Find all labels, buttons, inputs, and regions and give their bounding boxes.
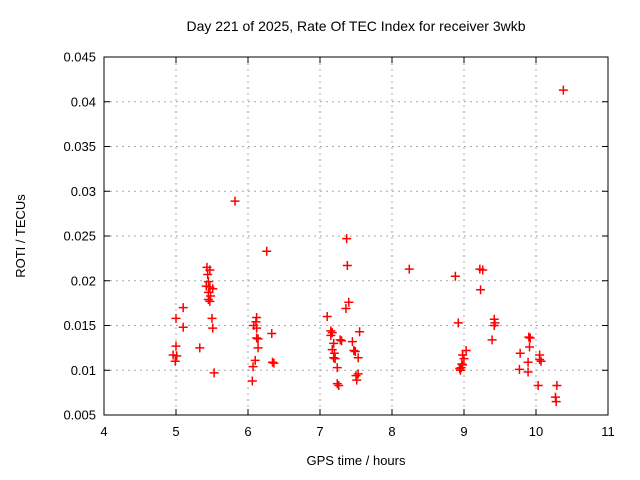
data-point-marker (230, 196, 240, 206)
data-point-marker (250, 355, 260, 365)
y-tick-label: 0.03 (71, 184, 96, 199)
data-point-marker (195, 343, 205, 353)
data-point-marker (332, 363, 342, 373)
data-point-marker (450, 271, 460, 281)
data-point-marker (458, 360, 468, 370)
data-point-marker (552, 380, 562, 390)
x-tick-label: 10 (529, 424, 543, 439)
data-point-marker (252, 323, 262, 333)
data-point-marker (355, 327, 365, 337)
data-point-marker (332, 379, 342, 389)
data-point-marker (334, 380, 344, 390)
data-point-marker (487, 335, 497, 345)
data-point-marker (209, 368, 219, 378)
data-point-marker (322, 312, 332, 322)
y-tick-label: 0.015 (63, 318, 96, 333)
data-point-marker (247, 376, 257, 386)
data-point-marker (525, 342, 535, 352)
data-point-marker (208, 284, 218, 294)
data-point-marker (329, 338, 339, 348)
x-tick-label: 7 (316, 424, 323, 439)
data-point-marker (514, 364, 524, 374)
y-tick-label: 0.005 (63, 408, 96, 423)
x-tick-label: 5 (172, 424, 179, 439)
y-tick-label: 0.035 (63, 139, 96, 154)
data-point-marker (205, 265, 215, 275)
data-point-marker (524, 332, 534, 342)
data-point-marker (344, 297, 354, 307)
y-axis-label: ROTI / TECUs (13, 194, 28, 278)
data-point-marker (253, 334, 263, 344)
data-point-marker (171, 341, 181, 351)
data-point-marker (267, 329, 277, 339)
data-point-marker (262, 246, 272, 256)
data-point-marker (253, 343, 263, 353)
plot-area: 4 5 6 7 8 9 10 11 0.005 0.01 0.015 0.02 0.025 0.03 0.0… (63, 50, 614, 440)
x-tick-label: 11 (601, 424, 615, 439)
data-point-marker (461, 346, 471, 356)
x-tick-label: 6 (244, 424, 251, 439)
data-point-marker (269, 358, 279, 368)
data-point-marker (352, 375, 362, 385)
y-tick-label: 0.01 (71, 363, 96, 378)
data-point-marker (523, 357, 533, 367)
y-tick-label: 0.04 (71, 94, 96, 109)
data-point-marker (558, 85, 568, 95)
data-point-marker (342, 261, 352, 271)
data-point-marker (248, 362, 258, 372)
data-point-marker (490, 318, 500, 328)
data-point-marker (551, 397, 561, 407)
data-point-marker (252, 333, 262, 343)
data-point-marker (171, 313, 181, 323)
data-point-marker (207, 313, 217, 323)
y-tick-label: 0.045 (63, 50, 96, 65)
data-point-marker (327, 328, 337, 338)
data-point-marker (525, 333, 535, 343)
data-point-marker (178, 303, 188, 313)
data-point-marker (342, 234, 352, 244)
data-point-marker (267, 357, 277, 367)
data-point-marker (350, 346, 360, 356)
data-point-marker (347, 337, 357, 347)
y-tick-label: 0.025 (63, 229, 96, 244)
x-tick-label: 4 (100, 424, 107, 439)
data-point-marker (208, 323, 218, 333)
data-point-marker (453, 318, 463, 328)
data-point-marker (476, 285, 486, 295)
chart-title: Day 221 of 2025, Rate Of TEC Index for r… (186, 18, 525, 34)
data-point-marker (523, 367, 533, 377)
data-point-marker (536, 356, 546, 366)
data-point-marker (353, 353, 363, 363)
data-point-marker (535, 355, 545, 365)
y-tick-label: 0.02 (71, 273, 96, 288)
data-point-marker (515, 348, 525, 358)
x-tick-label: 8 (388, 424, 395, 439)
data-point-marker (203, 277, 213, 287)
data-point-marker (170, 356, 180, 366)
data-point-marker (404, 264, 414, 274)
x-tick-label: 9 (460, 424, 467, 439)
data-point-marker (252, 312, 262, 322)
data-point-marker (337, 336, 347, 346)
data-point-marker (335, 335, 345, 345)
data-point-marker (341, 303, 351, 313)
data-point-marker (206, 291, 216, 301)
data-point-marker (533, 380, 543, 390)
data-point-marker (459, 354, 469, 364)
data-point-marker (478, 265, 488, 275)
data-point-marker (178, 322, 188, 332)
data-point-marker (172, 351, 182, 361)
data-point-marker (349, 346, 359, 356)
data-point-marker (353, 369, 363, 379)
x-axis-label: GPS time / hours (307, 453, 406, 468)
data-point-marker (330, 354, 340, 364)
